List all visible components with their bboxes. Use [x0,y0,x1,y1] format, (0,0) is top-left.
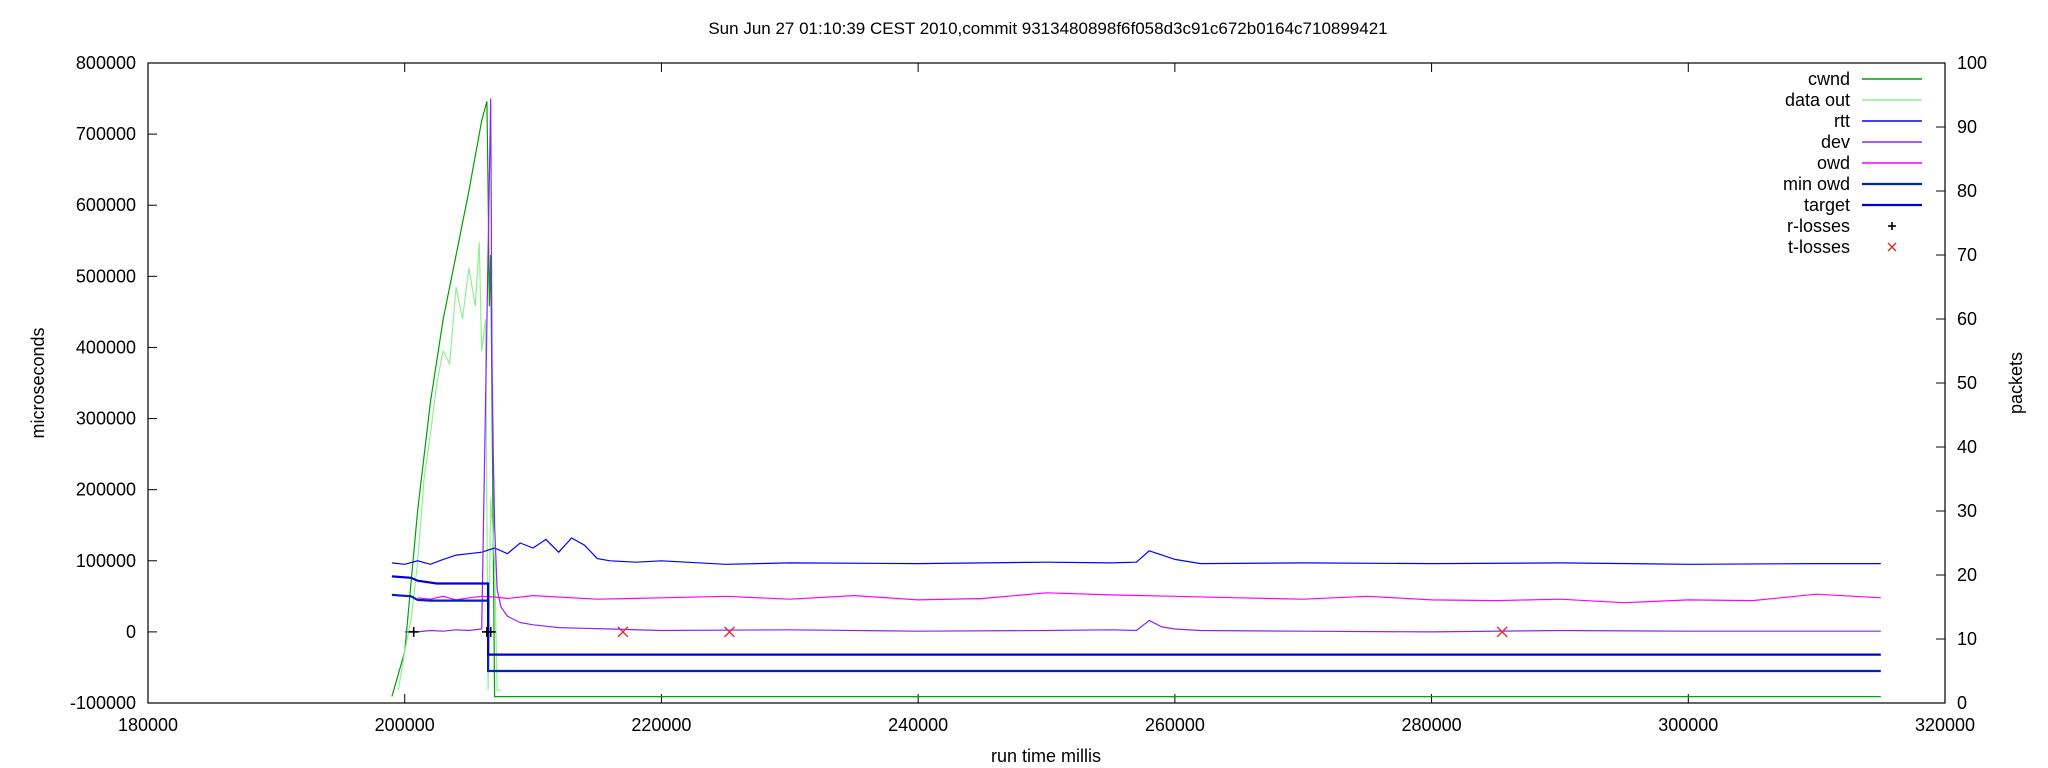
y2-axis-label: packets [2006,352,2026,414]
r-losses-point [485,626,496,637]
axis-ticks: 180000 200000 220000 240000 260000 280000 3000… [70,53,1987,735]
legend-label: owd [1817,153,1850,173]
rtt-line [391,537,1881,565]
r-losses-point [408,626,419,637]
y-tick-label: 700000 [76,124,136,144]
y2-tick-label: 0 [1957,693,1967,713]
owd-line [417,592,1881,604]
legend-label: rtt [1834,111,1850,131]
legend-label: r-losses [1787,216,1850,236]
y-tick-label: 400000 [76,337,136,357]
x-tick-label: 200000 [375,715,435,735]
x-tick-label: 260000 [1145,715,1205,735]
y2-tick-label: 30 [1957,501,1977,521]
x-tick-label: 240000 [888,715,948,735]
x-tick-label: 320000 [1915,715,1975,735]
y2-tick-label: 40 [1957,437,1977,457]
y2-tick-label: 20 [1957,565,1977,585]
dev-line [404,98,1881,633]
chart-title: Sun Jun 27 01:10:39 CEST 2010,commit 931… [708,19,1387,38]
target-line [391,575,1881,656]
y-tick-label: 600000 [76,195,136,215]
y-tick-label: 500000 [76,266,136,286]
y-tick-label: 100000 [76,551,136,571]
t-losses-point [617,626,629,638]
x-tick-label: 280000 [1402,715,1462,735]
legend-label: min owd [1783,174,1850,194]
series-layer [391,98,1881,698]
y2-tick-label: 100 [1957,53,1987,73]
t-losses-point [723,626,735,638]
y2-tick-label: 60 [1957,309,1977,329]
legend-label: target [1804,195,1850,215]
y-tick-label: -100000 [70,693,136,713]
y2-tick-label: 70 [1957,245,1977,265]
x-tick-label: 220000 [631,715,691,735]
y2-tick-label: 80 [1957,181,1977,201]
y2-tick-label: 10 [1957,629,1977,649]
y-tick-label: 300000 [76,409,136,429]
data-out-line [397,242,501,691]
y2-tick-label: 90 [1957,117,1977,137]
y2-tick-label: 50 [1957,373,1977,393]
x-tick-label: 180000 [118,715,178,735]
legend-label: data out [1785,90,1850,110]
y-tick-label: 0 [126,622,136,642]
legend-label: cwnd [1808,69,1850,89]
x-axis-label: run time millis [991,746,1101,766]
cwnd-line [391,101,1881,698]
min-owd-line [391,593,1881,673]
legend-swatch [1887,242,1897,252]
legend-label: dev [1821,132,1850,152]
legend-swatch [1888,222,1896,230]
y-axis-label: microseconds [28,327,48,438]
legend-label: t-losses [1788,237,1850,257]
y-tick-label: 200000 [76,480,136,500]
plot-frame [147,62,1946,704]
t-losses-point [1496,626,1508,638]
y-tick-label: 800000 [76,53,136,73]
x-tick-label: 300000 [1658,715,1718,735]
